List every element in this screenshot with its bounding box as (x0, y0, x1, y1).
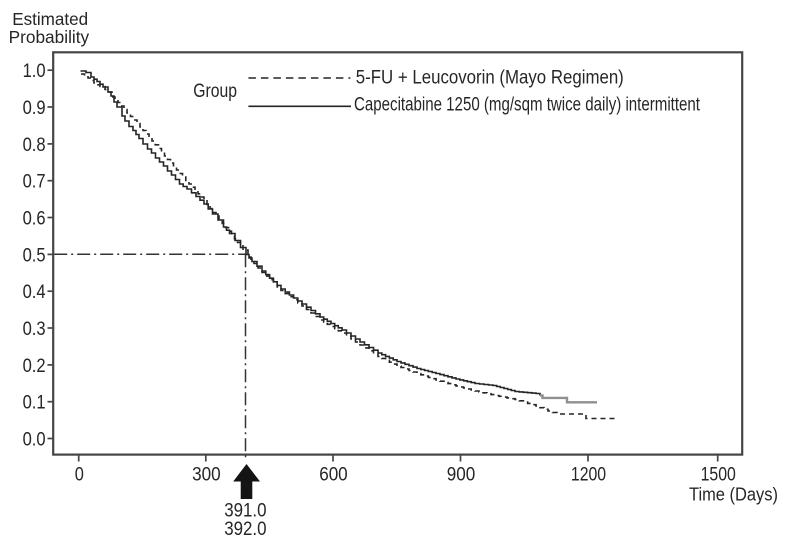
svg-text:0.6: 0.6 (23, 208, 46, 229)
svg-text:0.4: 0.4 (23, 282, 46, 303)
svg-text:0.3: 0.3 (23, 319, 46, 340)
svg-text:0.9: 0.9 (23, 98, 46, 119)
svg-text:0.0: 0.0 (23, 429, 46, 450)
svg-text:5-FU + Leucovorin (Mayo Regime: 5-FU + Leucovorin (Mayo Regimen) (356, 67, 624, 88)
svg-text:1.0: 1.0 (23, 61, 46, 82)
svg-text:0: 0 (75, 465, 84, 486)
svg-text:900: 900 (447, 465, 476, 486)
svg-text:0.5: 0.5 (23, 245, 46, 266)
svg-text:Estimated: Estimated (12, 9, 88, 29)
svg-text:Group: Group (193, 81, 237, 102)
svg-text:0.8: 0.8 (23, 135, 46, 156)
svg-text:0.7: 0.7 (23, 172, 46, 193)
svg-text:0.1: 0.1 (23, 393, 46, 414)
svg-text:391.0: 391.0 (224, 501, 266, 522)
svg-text:0.2: 0.2 (23, 356, 46, 377)
svg-text:Capecitabine 1250 (mg/sqm twic: Capecitabine 1250 (mg/sqm twice daily) i… (354, 95, 701, 116)
svg-text:1200: 1200 (571, 465, 606, 486)
svg-text:Probability: Probability (9, 27, 90, 47)
svg-text:392.0: 392.0 (224, 519, 266, 540)
svg-text:600: 600 (319, 465, 348, 486)
svg-text:1500: 1500 (701, 465, 736, 486)
svg-text:300: 300 (192, 465, 221, 486)
svg-text:Time (Days): Time (Days) (689, 483, 778, 504)
